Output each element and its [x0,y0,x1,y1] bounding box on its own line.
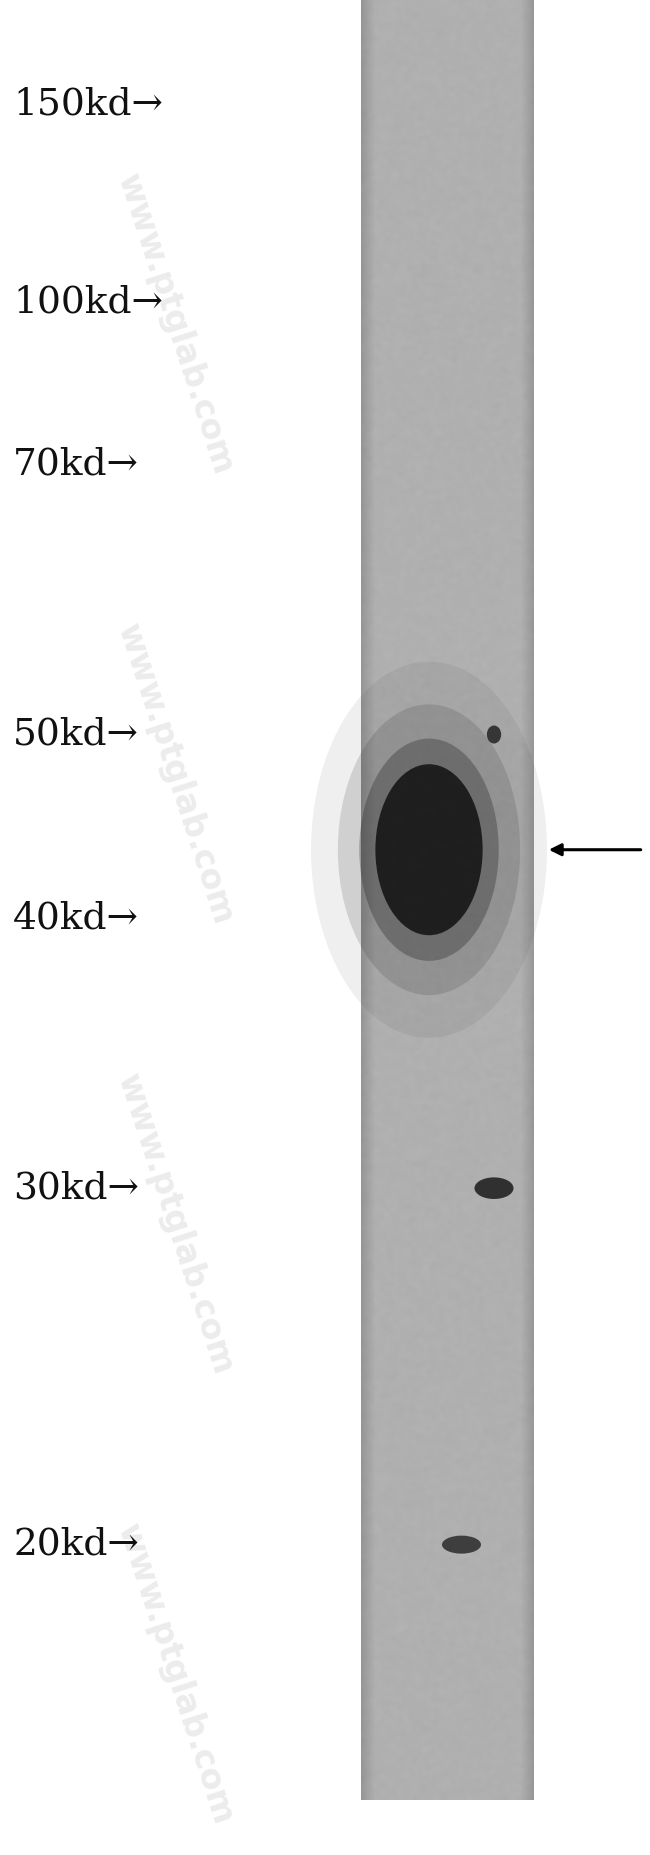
Ellipse shape [311,662,547,1037]
Text: 20kd→: 20kd→ [13,1527,138,1562]
Ellipse shape [442,1536,481,1554]
Text: 70kd→: 70kd→ [13,447,139,482]
Text: 40kd→: 40kd→ [13,900,139,937]
Text: www.ptglab.com: www.ptglab.com [111,1519,240,1829]
Ellipse shape [474,1178,514,1198]
Text: 50kd→: 50kd→ [13,716,139,753]
Text: 30kd→: 30kd→ [13,1171,139,1206]
Ellipse shape [487,725,501,744]
Ellipse shape [338,705,520,994]
Text: 150kd→: 150kd→ [13,87,163,122]
Text: www.ptglab.com: www.ptglab.com [111,169,240,479]
Text: www.ptglab.com: www.ptglab.com [111,1070,240,1378]
Text: 100kd→: 100kd→ [13,284,163,321]
Ellipse shape [376,764,482,935]
Ellipse shape [359,738,499,961]
Text: www.ptglab.com: www.ptglab.com [111,620,240,929]
Bar [361,0,533,1799]
